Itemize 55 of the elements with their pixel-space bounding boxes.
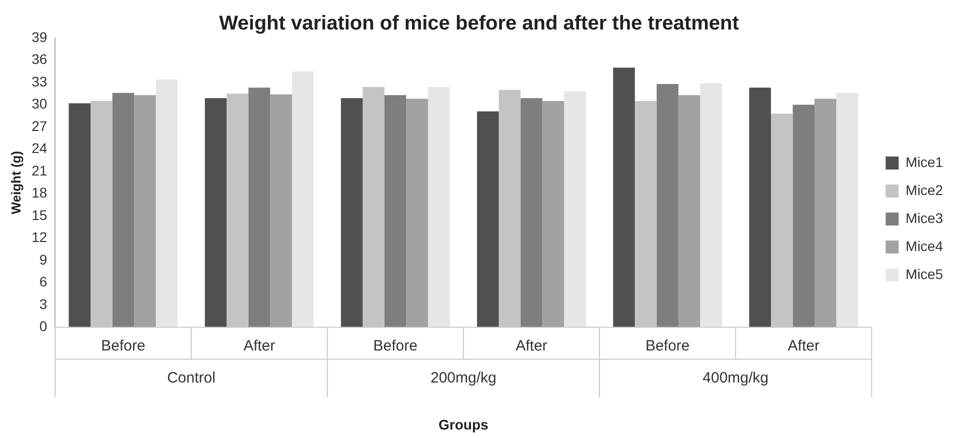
bar xyxy=(248,88,270,328)
y-tick-label: 39 xyxy=(32,28,48,45)
bar xyxy=(792,104,814,328)
x-tick-label: After xyxy=(243,337,276,354)
y-axis-title: Weight (g) xyxy=(8,150,24,214)
y-tick-label: 33 xyxy=(32,73,48,90)
bar xyxy=(292,71,314,328)
bar xyxy=(656,84,678,328)
x-tick-label: Before xyxy=(101,337,146,354)
x-tick-label: Before xyxy=(645,337,690,354)
y-tick-label: 18 xyxy=(32,184,48,201)
y-tick-label: 36 xyxy=(32,51,48,68)
y-tick-label: 12 xyxy=(32,229,48,246)
y-tick-label: 30 xyxy=(32,96,48,112)
bar xyxy=(520,98,542,328)
y-tick-label: 15 xyxy=(32,206,48,223)
bar xyxy=(134,95,156,328)
legend-label: Mice4 xyxy=(906,238,944,254)
bar xyxy=(678,95,700,328)
legend-label: Mice2 xyxy=(906,182,944,198)
y-tick-label: 24 xyxy=(32,140,48,156)
x-axis-title: Groups xyxy=(438,416,489,432)
bar xyxy=(384,95,406,328)
bar xyxy=(204,98,227,328)
text: 400mg/kg xyxy=(702,369,769,386)
y-tick-label: 21 xyxy=(32,162,48,178)
y-tick-label: 9 xyxy=(39,251,48,268)
legend-label: Mice3 xyxy=(906,210,944,226)
text: Control xyxy=(167,369,216,386)
x-tick-label: After xyxy=(788,337,820,354)
y-tick-label: 27 xyxy=(32,118,48,134)
y-tick-label: 6 xyxy=(39,274,48,290)
x-tick-label: Before xyxy=(373,337,418,354)
bar xyxy=(340,98,363,328)
y-tick-label: 3 xyxy=(39,296,48,312)
bar xyxy=(542,101,564,328)
bar xyxy=(613,68,635,328)
bar xyxy=(68,103,91,328)
bar xyxy=(270,94,292,328)
bar xyxy=(749,88,771,328)
text: 200mg/kg xyxy=(430,369,496,386)
y-tick-label: 0 xyxy=(39,318,48,334)
bar xyxy=(406,98,428,328)
bar xyxy=(477,111,499,328)
legend-label: Mice5 xyxy=(906,266,944,282)
bar xyxy=(112,92,134,328)
bar xyxy=(428,86,450,328)
bar xyxy=(700,83,722,328)
legend-label: Mice1 xyxy=(906,154,944,170)
bar xyxy=(814,98,836,328)
chart-title: Weight variation of mice before and after the treatment xyxy=(219,12,740,35)
bar xyxy=(836,92,858,328)
bar xyxy=(564,91,586,328)
bar xyxy=(156,80,178,328)
x-tick-label: After xyxy=(516,337,548,354)
